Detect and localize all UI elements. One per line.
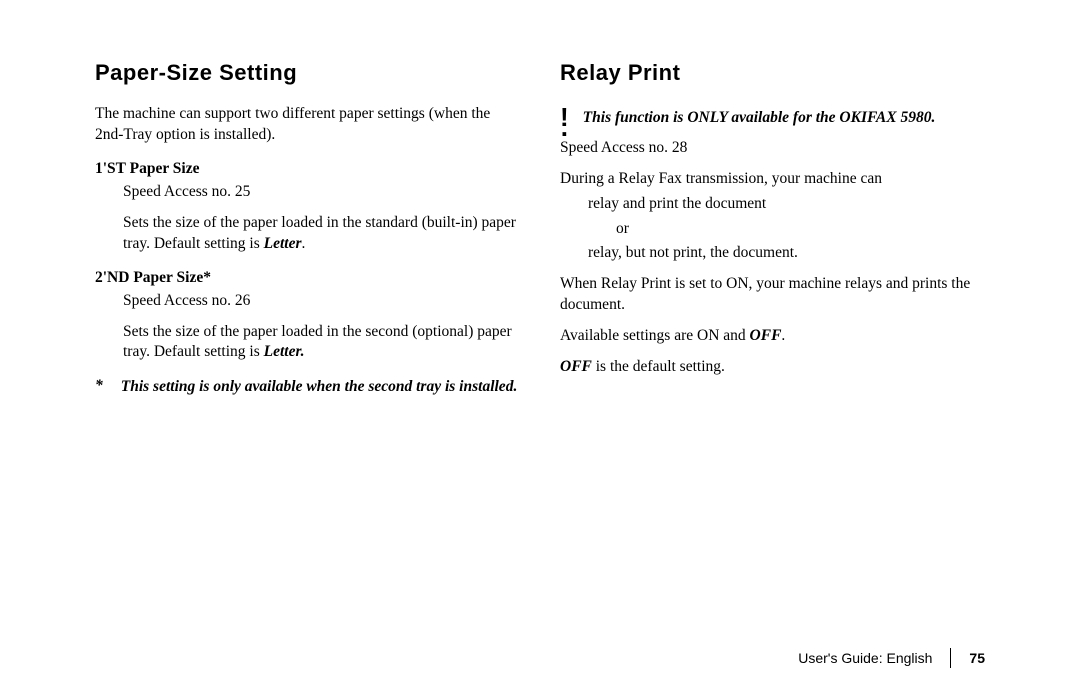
- right-column: Relay Print ! . This function is ONLY av…: [560, 60, 985, 398]
- footer: User's Guide: English 75: [798, 648, 985, 668]
- relay-or: or: [560, 219, 985, 240]
- item1-desc-pre: Sets the size of the paper loaded in the…: [123, 214, 516, 252]
- relay-line4-bold: OFF: [560, 358, 592, 375]
- warning-row: ! . This function is ONLY available for …: [560, 104, 985, 132]
- relay-line4-post: is the default setting.: [592, 358, 725, 375]
- heading-relay-print: Relay Print: [560, 60, 985, 86]
- left-column: Paper-Size Setting The machine can suppo…: [95, 60, 520, 398]
- footnote-text: This setting is only available when the …: [121, 377, 518, 398]
- footer-label: User's Guide: English: [798, 650, 950, 666]
- item2-title: 2'ND Paper Size*: [95, 269, 520, 287]
- warning-icon: ! .: [560, 104, 569, 132]
- relay-line2: When Relay Print is set to ON, your mach…: [560, 274, 985, 316]
- page: Paper-Size Setting The machine can suppo…: [0, 0, 1080, 698]
- exclamation-dot-icon: .: [561, 124, 568, 132]
- footnote: * This setting is only available when th…: [95, 377, 520, 398]
- item2-speed: Speed Access no. 26: [95, 291, 520, 312]
- footnote-mark: *: [95, 377, 103, 398]
- relay-line3: Available settings are ON and OFF.: [560, 326, 985, 347]
- intro-text: The machine can support two different pa…: [95, 104, 520, 146]
- item1-desc-bold: Letter: [264, 235, 302, 252]
- item1-title: 1'ST Paper Size: [95, 160, 520, 178]
- warning-text: This function is ONLY available for the …: [583, 109, 936, 127]
- heading-paper-size: Paper-Size Setting: [95, 60, 520, 86]
- footer-page-number: 75: [951, 650, 985, 666]
- item2-desc: Sets the size of the paper loaded in the…: [95, 322, 520, 364]
- speed-access: Speed Access no. 28: [560, 138, 985, 159]
- relay-opt1: relay and print the document: [560, 194, 985, 215]
- relay-opt2: relay, but not print, the document.: [560, 243, 985, 264]
- relay-line1: During a Relay Fax transmission, your ma…: [560, 169, 985, 190]
- relay-line3-bold: OFF: [750, 327, 782, 344]
- item2-desc-pre: Sets the size of the paper loaded in the…: [123, 323, 512, 361]
- item1-desc: Sets the size of the paper loaded in the…: [95, 213, 520, 255]
- content-columns: Paper-Size Setting The machine can suppo…: [95, 60, 985, 398]
- item1-speed: Speed Access no. 25: [95, 182, 520, 203]
- relay-line3-post: .: [781, 327, 785, 344]
- relay-line3-pre: Available settings are ON and: [560, 327, 750, 344]
- relay-line4: OFF is the default setting.: [560, 357, 985, 378]
- item2-desc-bold: Letter.: [264, 343, 305, 360]
- item1-desc-post: .: [302, 235, 306, 252]
